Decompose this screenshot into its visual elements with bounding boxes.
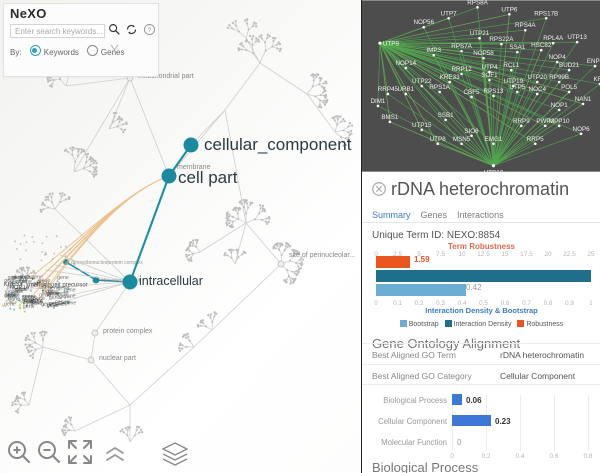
svg-text:RPS22A: RPS22A <box>489 36 514 43</box>
svg-text:intracellular: intracellular <box>139 274 203 288</box>
svg-text:UTP9: UTP9 <box>383 40 400 47</box>
svg-text:MSN5: MSN5 <box>453 136 471 143</box>
svg-text:UTP15: UTP15 <box>412 122 432 129</box>
svg-text:SSA1: SSA1 <box>509 44 526 51</box>
svg-text:ENP1: ENP1 <box>587 58 600 65</box>
svg-text:URB1: URB1 <box>397 86 414 93</box>
svg-text:RP99B: RP99B <box>549 74 569 81</box>
svg-text:gene: gene <box>57 275 69 281</box>
svg-text:RPL4A: RPL4A <box>543 35 564 42</box>
svg-text:UTP13: UTP13 <box>567 34 587 41</box>
svg-text:cellular_component: cellular_component <box>204 135 352 154</box>
svg-text:MPP10: MPP10 <box>549 118 570 125</box>
svg-text:RPS8A: RPS8A <box>467 0 488 6</box>
svg-text:NOP14: NOP14 <box>396 60 417 67</box>
svg-text:gene: gene <box>22 298 34 304</box>
svg-text:UTP7: UTP7 <box>441 10 458 17</box>
svg-text:SIO6: SIO6 <box>464 128 479 135</box>
svg-text:POL5: POL5 <box>561 84 578 91</box>
svg-text:RPS17B: RPS17B <box>534 10 558 17</box>
svg-text:NOP56: NOP56 <box>413 19 434 26</box>
svg-text:RRP9: RRP9 <box>513 118 530 125</box>
svg-text:NOP4: NOP4 <box>549 54 567 61</box>
svg-text:UTP8: UTP8 <box>430 136 447 143</box>
svg-text:gene: gene <box>47 291 59 297</box>
svg-text:DIM1: DIM1 <box>370 98 385 105</box>
svg-text:site of perinucleolar...: site of perinucleolar... <box>289 252 355 259</box>
svg-text:deoxyribonucleoprotein complex: deoxyribonucleoprotein complex <box>71 260 143 266</box>
svg-text:protein complex: protein complex <box>103 328 153 335</box>
svg-text:KRE: KRE <box>594 76 600 83</box>
svg-text:gene: gene <box>4 278 16 284</box>
svg-text:gene: gene <box>64 288 76 294</box>
svg-text:NOP1: NOP1 <box>551 102 569 109</box>
svg-text:RPS7A: RPS7A <box>451 43 472 50</box>
svg-text:EMG1: EMG1 <box>485 136 503 143</box>
svg-text:HSC82: HSC82 <box>531 42 552 49</box>
svg-text:SOF1: SOF1 <box>481 72 498 79</box>
svg-text:BUD21: BUD21 <box>559 62 580 69</box>
svg-text:UTP21: UTP21 <box>470 30 490 37</box>
svg-text:RRP12: RRP12 <box>451 66 472 73</box>
svg-text:KRE33: KRE33 <box>440 74 460 81</box>
svg-text:NOP6: NOP6 <box>573 126 591 133</box>
svg-text:RCL1: RCL1 <box>503 62 520 69</box>
svg-text:UTP20: UTP20 <box>528 74 548 81</box>
svg-text:SSB1: SSB1 <box>438 112 455 119</box>
svg-text:IMP3: IMP3 <box>426 47 441 54</box>
svg-text:UTP6: UTP6 <box>501 6 518 13</box>
svg-text:NAN1: NAN1 <box>575 96 592 103</box>
svg-text:nuclear part: nuclear part <box>99 355 136 362</box>
svg-text:RRP5: RRP5 <box>527 136 544 143</box>
svg-text:RRP45: RRP45 <box>378 86 399 93</box>
svg-text:UTP4: UTP4 <box>481 64 498 71</box>
svg-text:RPS13: RPS13 <box>484 88 504 95</box>
svg-text:BMS1: BMS1 <box>381 114 399 121</box>
svg-text:RPS4A: RPS4A <box>515 22 536 29</box>
svg-text:?: ? <box>148 27 152 34</box>
svg-text:NOP58: NOP58 <box>473 50 494 57</box>
svg-text:gene: gene <box>16 286 28 292</box>
svg-text:RPS1A: RPS1A <box>429 84 450 91</box>
svg-text:NOC4: NOC4 <box>529 86 547 93</box>
svg-text:UTP5: UTP5 <box>509 84 526 91</box>
svg-text:CBF5: CBF5 <box>464 89 481 96</box>
svg-text:cell part: cell part <box>178 168 238 187</box>
